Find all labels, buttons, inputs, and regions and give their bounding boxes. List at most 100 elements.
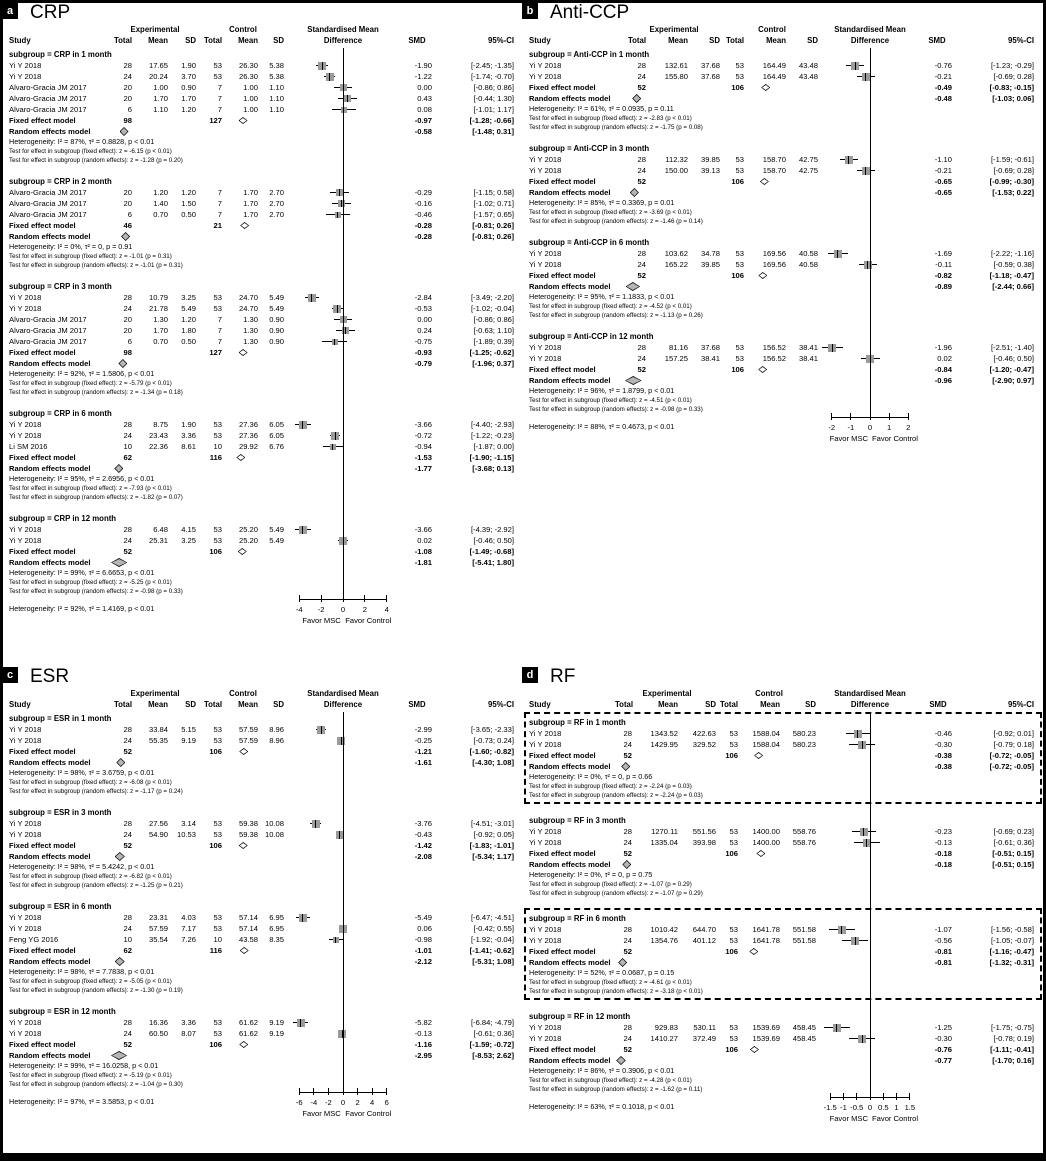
effect-plot-cell <box>287 303 399 314</box>
pooled-plot-cell <box>625 281 649 292</box>
random-effects-row: Random effects model -0.65 [-1.53; 0.22] <box>529 187 1037 198</box>
effect-marker <box>298 913 307 922</box>
study-name: Alvaro-Gracia JM 2017 <box>9 94 87 103</box>
test-random-note: Test for effect in subgroup (random effe… <box>9 987 183 994</box>
experimental-sd: 1.90 <box>181 420 196 429</box>
ci-value: [-2.45; -1.35] <box>470 61 514 70</box>
experimental-mean: 1.00 <box>153 83 168 92</box>
pooled-plot-cell <box>625 375 649 386</box>
experimental-total: 24 <box>623 1034 632 1043</box>
effect-marker <box>336 189 344 196</box>
experimental-total: 28 <box>123 1018 132 1027</box>
favor-msc-label: Favor MSC <box>302 616 341 625</box>
control-total: 106 <box>731 83 744 92</box>
smd-value: -0.84 <box>934 365 952 374</box>
favor-control-label: Favor Control <box>872 1114 919 1123</box>
experimental-sd: 644.70 <box>692 925 716 934</box>
smd-value: -1.42 <box>414 841 432 850</box>
pooled-diamond <box>111 1051 128 1060</box>
study-name: Yi Y 2018 <box>9 913 42 922</box>
control-total: 21 <box>213 221 222 230</box>
test-fixed-note: Test for effect in subgroup (fixed effec… <box>9 1072 172 1079</box>
random-model-label: Random effects model <box>529 1056 611 1065</box>
fixed-model-label: Fixed effect model <box>529 1045 596 1054</box>
control-group-header: Control <box>758 25 786 34</box>
ci-value: [-1.75; -0.75] <box>990 1023 1034 1032</box>
control-total: 53 <box>213 61 222 70</box>
subgroup-label: subgroup = Anti-CCP in 12 month <box>529 332 654 341</box>
effect-marker <box>863 260 872 269</box>
fixed-model-label: Fixed effect model <box>529 271 596 280</box>
smd-header-line1: Standardised Mean <box>307 689 379 698</box>
panel-body: subgroup = Anti-CCP in 1 month Yi Y 2018 2… <box>529 48 1037 448</box>
smd-value: -0.49 <box>934 83 952 92</box>
pooled-diamond-fill <box>237 455 245 460</box>
fixed-model-label: Fixed effect model <box>529 177 596 186</box>
study-name: Alvaro-Gracia JM 2017 <box>9 326 87 335</box>
ci-value: [-0.72; -0.05] <box>989 751 1034 760</box>
study-name: Alvaro-Gracia JM 2017 <box>9 199 87 208</box>
effect-marker-tick <box>865 72 867 81</box>
control-mean: 1.30 <box>243 337 258 346</box>
experimental-mean: 23.31 <box>148 913 168 922</box>
control-total: 7 <box>217 315 222 324</box>
study-name: Feng YG 2016 <box>9 935 59 944</box>
pooled-diamond-fill <box>241 223 249 228</box>
ci-value: [-1.96; 0.37] <box>472 359 514 368</box>
test-random-note: Test for effect in subgroup (random effe… <box>529 988 703 995</box>
effect-marker <box>298 420 307 429</box>
effect-marker-tick <box>339 830 341 839</box>
experimental-mean: 1.70 <box>153 94 168 103</box>
effect-marker <box>833 249 842 258</box>
pooled-diamond <box>758 366 768 373</box>
control-mean: 27.36 <box>238 420 258 429</box>
panel-title: ESR <box>30 666 70 687</box>
axis-tick-label: -6 <box>295 1098 303 1107</box>
control-mean: 61.62 <box>238 1029 258 1038</box>
smd-value-column-header: SMD <box>408 36 426 45</box>
experimental-mean: 1.20 <box>153 188 168 197</box>
experimental-mean: 21.78 <box>148 304 168 313</box>
experimental-total: 62 <box>123 453 132 462</box>
experimental-total: 62 <box>123 946 132 955</box>
control-sd: 551.58 <box>792 925 816 934</box>
study-name: Yi Y 2018 <box>529 249 562 258</box>
control-mean: 169.56 <box>762 249 786 258</box>
pooled-diamond <box>239 1041 249 1048</box>
control-mean: 57.14 <box>238 913 258 922</box>
pooled-diamond <box>239 748 249 755</box>
study-row: Yi Y 2018 24 20.24 3.70 53 26.30 5.38 -1.22 [-1.… <box>9 71 517 82</box>
study-row: Yi Y 2018 28 929.83 530.11 53 1539.69 458.45 -1… <box>529 1022 1037 1033</box>
smd-value: -0.18 <box>934 860 952 869</box>
control-sd: 558.76 <box>792 838 816 847</box>
pooled-plot-cell <box>225 220 261 231</box>
study-name: Yi Y 2018 <box>9 1029 42 1038</box>
experimental-mean: 23.43 <box>148 431 168 440</box>
favor-control-label: Favor Control <box>345 616 392 625</box>
study-name: Yi Y 2018 <box>529 72 562 81</box>
random-effects-row: Random effects model -2.12 [-5.31; 1.08] <box>9 956 517 967</box>
sd-column-header: SD <box>273 700 284 709</box>
ci-value: [-3.65; -2.33] <box>470 725 514 734</box>
pooled-diamond <box>759 178 769 185</box>
control-sd: 1.10 <box>269 105 284 114</box>
ci-value: [-1.74; -0.70] <box>470 72 514 81</box>
subgroup-label: subgroup = CRP in 3 month <box>9 282 112 291</box>
control-sd: 2.70 <box>269 199 284 208</box>
experimental-total: 24 <box>123 536 132 545</box>
control-sd: 2.70 <box>269 210 284 219</box>
effect-marker <box>298 525 307 534</box>
test-random-note: Test for effect in subgroup (random effe… <box>9 588 183 595</box>
study-row: Yi Y 2018 24 1354.76 401.12 53 1641.78 551.58 -… <box>529 935 1037 946</box>
random-model-label: Random effects model <box>9 558 91 567</box>
ci-value: [-2.44; 0.66] <box>992 282 1034 291</box>
test-random-note: Test for effect in subgroup (random effe… <box>9 389 183 396</box>
study-name: Yi Y 2018 <box>9 536 42 545</box>
overall-heterogeneity-note: Heterogeneity: I² = 88%, τ² = 0.4673, p … <box>529 422 675 431</box>
study-name: Yi Y 2018 <box>9 72 42 81</box>
control-total: 53 <box>729 1023 738 1032</box>
fixed-effect-row: Fixed effect model 52 106 -1.42 [-1.83; -1.0… <box>9 840 517 851</box>
effect-marker <box>338 1029 347 1038</box>
effect-plot-cell <box>287 60 399 71</box>
effect-marker <box>307 293 316 302</box>
